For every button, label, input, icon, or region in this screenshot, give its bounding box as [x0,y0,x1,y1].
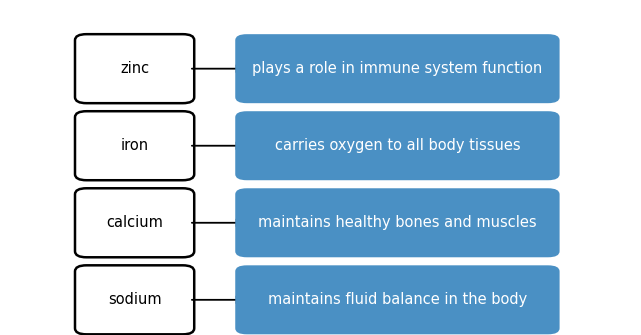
Text: maintains healthy bones and muscles: maintains healthy bones and muscles [258,215,537,230]
FancyBboxPatch shape [235,265,560,334]
Text: carries oxygen to all body tissues: carries oxygen to all body tissues [274,138,520,153]
Text: sodium: sodium [108,292,162,307]
FancyBboxPatch shape [75,188,194,257]
FancyBboxPatch shape [75,111,194,180]
FancyBboxPatch shape [235,34,560,103]
FancyBboxPatch shape [75,34,194,103]
Text: calcium: calcium [106,215,163,230]
FancyBboxPatch shape [75,265,194,334]
FancyBboxPatch shape [235,111,560,180]
Text: iron: iron [121,138,149,153]
Text: zinc: zinc [120,61,149,76]
Text: plays a role in immune system function: plays a role in immune system function [253,61,542,76]
Text: maintains fluid balance in the body: maintains fluid balance in the body [268,292,527,307]
FancyBboxPatch shape [235,188,560,257]
